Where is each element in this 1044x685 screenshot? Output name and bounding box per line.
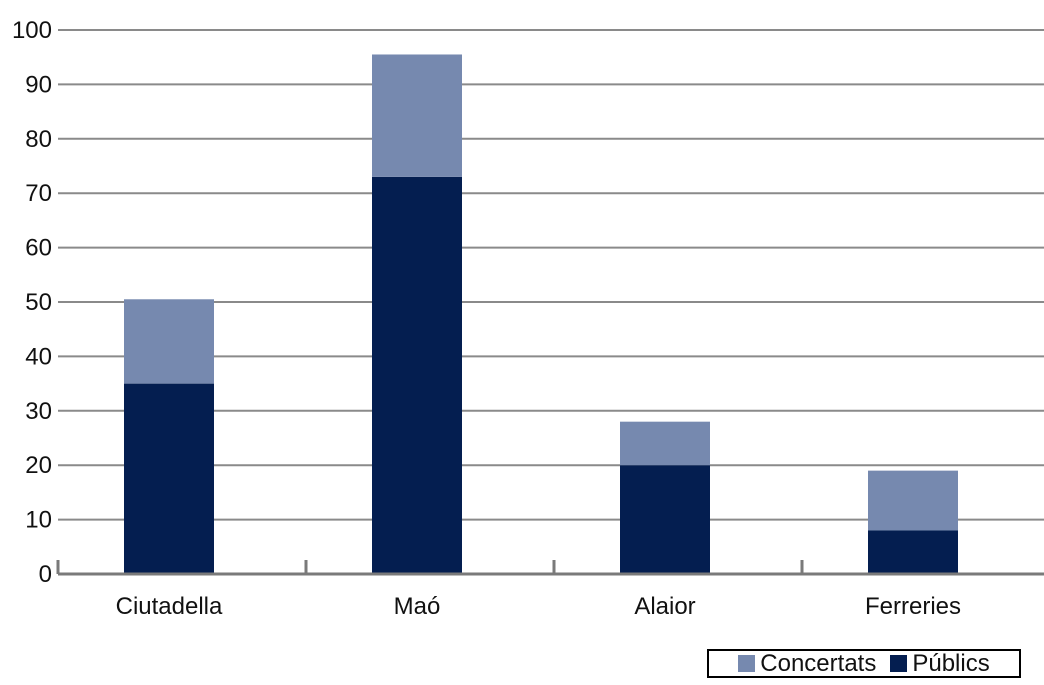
bar-segment — [124, 383, 214, 574]
y-tick-label: 20 — [25, 452, 52, 479]
bar-segment — [372, 54, 462, 177]
y-tick-label: 40 — [25, 343, 52, 370]
y-tick-label: 60 — [25, 235, 52, 262]
y-tick-label: 80 — [25, 126, 52, 153]
legend-item-publics: Públics — [890, 649, 990, 677]
bar-segment — [868, 470, 958, 531]
legend-label-publics: Públics — [912, 649, 990, 677]
y-tick-label: 100 — [12, 17, 52, 44]
legend-swatch-concertats — [738, 655, 756, 672]
gridlines — [58, 29, 1044, 521]
y-tick-label: 0 — [39, 561, 52, 588]
bar-segment — [372, 176, 462, 574]
x-tick-label: Ferreries — [865, 593, 961, 620]
legend-swatch-publics — [890, 655, 908, 672]
axes: 0 10 20 30 40 50 60 70 80 90 100 Ciutadella Maó Alaio… — [12, 17, 1044, 620]
x-tick-label: Maó — [394, 593, 441, 620]
legend: Concertats Públics — [707, 649, 1021, 678]
bar-segment — [620, 465, 710, 574]
x-tick-label: Alaior — [634, 593, 695, 620]
y-tick-label: 50 — [25, 289, 52, 316]
legend-label-concertats: Concertats — [760, 649, 877, 677]
x-tick-label: Ciutadella — [116, 593, 223, 620]
legend-item-concertats: Concertats — [738, 649, 877, 677]
bar-segment — [868, 530, 958, 574]
bars — [124, 54, 958, 574]
y-tick-label: 10 — [25, 507, 52, 534]
bar-segment — [620, 421, 710, 466]
y-tick-label: 90 — [25, 71, 52, 98]
y-tick-label: 70 — [25, 180, 52, 207]
y-tick-label: 30 — [25, 398, 52, 425]
bar-segment — [124, 299, 214, 384]
